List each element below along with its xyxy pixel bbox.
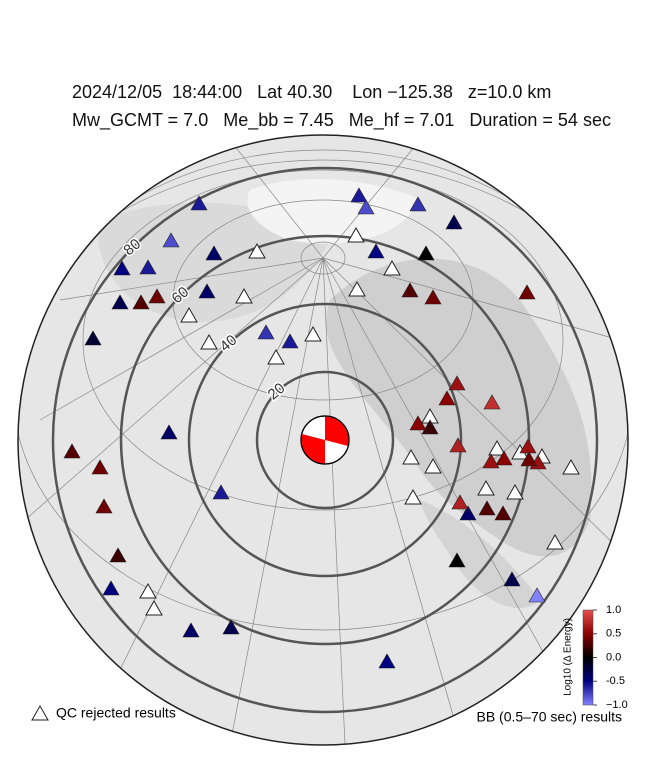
qc-station [347,226,365,243]
qc-station [304,325,322,342]
distance-ring [255,370,395,510]
station [212,484,230,500]
qc-station [477,479,495,496]
distance-ring [51,166,599,714]
colorbar-ticks: 1.0 0.5 0.0 -0.5 −1.0 [593,604,628,711]
qc-station [139,582,157,599]
station [448,552,466,568]
distance-ring [119,234,531,646]
station [190,195,208,211]
station [421,419,439,435]
station [483,394,501,410]
station [160,424,178,440]
station [424,289,442,305]
station [84,330,102,346]
station [448,375,466,391]
stations [63,187,547,669]
station [281,333,299,349]
colorbar-tick-label: -0.5 [606,675,625,687]
focal-mechanism [300,415,350,465]
station [409,196,427,212]
qc-station [424,457,442,474]
station [113,260,131,276]
qc-legend-icon [31,704,49,721]
station [438,390,456,406]
station [478,500,496,516]
qc-station [180,306,198,323]
station [528,587,546,603]
qc-station [348,280,366,297]
station [449,437,467,453]
qc-station [404,488,422,505]
colorbar-label: Log10 (Δ Energy) [563,618,574,696]
station [357,199,375,215]
colorbar-tick-label: 0.0 [606,651,621,663]
qc-stations [139,226,580,616]
legend-bb: BB (0.5–70 sec) results [476,709,622,725]
station [367,243,385,259]
qc-station [562,458,580,475]
qc-station [506,483,524,500]
station [409,415,427,431]
qc-station [546,533,564,550]
station [257,324,275,340]
colorbar-tick-label: 1.0 [606,604,621,616]
station [91,459,109,475]
station [148,288,166,304]
header-line: Mw_GCMT = 7.0 Me_bb = 7.45 Me_hf = 7.01 … [72,110,611,131]
station [139,259,157,275]
station [518,284,536,300]
qc-station [145,599,163,616]
distance-ring [187,302,463,578]
station [378,653,396,669]
station [459,505,477,521]
colorbar-tick-label: 0.5 [606,628,621,640]
qc-station [383,259,401,276]
station [182,622,200,638]
station [95,498,113,514]
station [109,547,127,563]
station [445,214,463,230]
station [111,294,129,310]
station [482,453,500,469]
colorbar [582,609,594,706]
legend-qc: QC rejected results [56,705,176,721]
station [494,505,512,521]
qc-station [200,333,218,350]
station [401,282,419,298]
station [102,580,120,596]
qc-station [402,448,420,465]
station [350,187,368,203]
station [222,619,240,635]
station [417,245,435,261]
station [503,571,521,587]
station [519,438,537,454]
ice [247,179,420,244]
globe-edge [17,134,629,746]
station [63,443,81,459]
qc-station [248,242,266,259]
station [198,283,216,299]
station [495,450,513,466]
header-line: 2024/12/05 18:44:00 Lat 40.30 Lon −125.3… [72,82,551,102]
qc-station [267,348,285,365]
qc-station [235,287,253,304]
station [132,294,150,310]
station [162,232,180,248]
station [451,494,469,510]
station [520,451,538,467]
station [205,245,223,261]
qc-station [488,439,506,456]
colorbar-tick-label: −1.0 [606,699,628,711]
